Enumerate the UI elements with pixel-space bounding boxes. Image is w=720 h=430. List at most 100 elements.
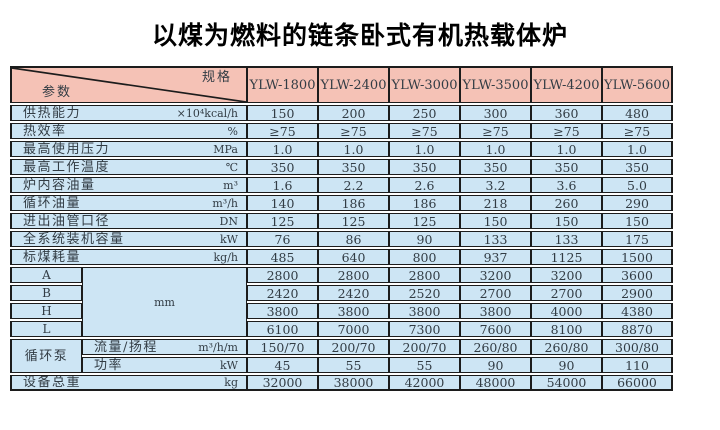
param-unit: kg bbox=[224, 376, 238, 389]
dimension-label: A bbox=[10, 267, 82, 283]
value-cell: 7600 bbox=[460, 321, 531, 337]
param-unit: m³/h bbox=[212, 196, 238, 210]
value-cell: 1.0 bbox=[460, 141, 531, 157]
value-cell: 110 bbox=[602, 357, 673, 373]
value-cell: 2800 bbox=[389, 267, 460, 283]
value-cell: 38000 bbox=[318, 375, 389, 391]
column-header-ylw-5600: YLW-5600 bbox=[602, 66, 673, 103]
param-unit: ℃ bbox=[225, 160, 238, 174]
table-row-total-weight: 设备总重 kg 32000 38000 42000 48000 54000 660… bbox=[10, 375, 673, 391]
row-label-cell: 最高工作温度 ℃ bbox=[10, 159, 247, 175]
param-label: 设备总重 bbox=[23, 375, 82, 390]
value-cell: 1500 bbox=[602, 249, 673, 265]
param-unit: m³ bbox=[223, 178, 238, 192]
value-cell: 1.0 bbox=[318, 141, 389, 157]
value-cell: 640 bbox=[318, 249, 389, 265]
param-unit: kW bbox=[220, 358, 238, 372]
value-cell: 3800 bbox=[389, 303, 460, 319]
value-cell: 42000 bbox=[389, 375, 460, 391]
row-label-cell: 标煤耗量 kg/h bbox=[10, 249, 247, 265]
value-cell: 66000 bbox=[602, 375, 673, 391]
value-cell: 54000 bbox=[531, 375, 602, 391]
value-cell: 4000 bbox=[531, 303, 602, 319]
value-cell: 125 bbox=[389, 213, 460, 229]
value-cell: 86 bbox=[318, 231, 389, 247]
value-cell: 1.0 bbox=[531, 141, 602, 157]
param-label: 功率 bbox=[94, 357, 124, 373]
value-cell: 3200 bbox=[531, 267, 602, 283]
value-cell: 3200 bbox=[460, 267, 531, 283]
row-label-cell: 炉内容油量 m³ bbox=[10, 177, 247, 193]
value-cell: 350 bbox=[531, 159, 602, 175]
header-row: 规格 参数 YLW-1800 YLW-2400 YLW-3000 YLW-350… bbox=[10, 66, 673, 103]
param-unit: MPa bbox=[213, 142, 238, 156]
value-cell: 937 bbox=[460, 249, 531, 265]
value-cell: 150/70 bbox=[247, 339, 318, 355]
param-unit: kg/h bbox=[213, 250, 239, 264]
value-cell: ≥75 bbox=[318, 123, 389, 139]
value-cell: 290 bbox=[602, 195, 673, 211]
param-label: 热效率 bbox=[23, 123, 67, 139]
row-label-cell: 供热能力 ×10⁴kcal/h bbox=[10, 105, 247, 121]
value-cell: 2420 bbox=[318, 285, 389, 301]
value-cell: 7300 bbox=[389, 321, 460, 337]
value-cell: 55 bbox=[389, 357, 460, 373]
value-cell: 3800 bbox=[460, 303, 531, 319]
row-label-cell: 进出油管口径 DN bbox=[10, 213, 247, 229]
value-cell: 2800 bbox=[318, 267, 389, 283]
value-cell: 150 bbox=[460, 213, 531, 229]
value-cell: 350 bbox=[318, 159, 389, 175]
value-cell: 150 bbox=[602, 213, 673, 229]
value-cell: 200/70 bbox=[389, 339, 460, 355]
dimension-label: H bbox=[10, 303, 82, 319]
value-cell: 1.0 bbox=[247, 141, 318, 157]
pump-sub-label-cell: 流量/扬程 m³/h/m bbox=[82, 339, 247, 355]
table-row-max-temperature: 最高工作温度 ℃ 350 350 350 350 350 350 bbox=[10, 159, 673, 175]
dimension-unit-cell: mm bbox=[82, 267, 247, 337]
value-cell: 480 bbox=[602, 105, 673, 121]
table-row-dimension-a: A mm 2800 2800 2800 3200 3200 3600 bbox=[10, 267, 673, 337]
value-cell: 350 bbox=[247, 159, 318, 175]
value-cell: 3.6 bbox=[531, 177, 602, 193]
value-cell: 3.2 bbox=[460, 177, 531, 193]
value-cell: 200 bbox=[318, 105, 389, 121]
value-cell: 186 bbox=[389, 195, 460, 211]
value-cell: ≥75 bbox=[247, 123, 318, 139]
table-row-pump-flow-head: 循环泵 流量/扬程 m³/h/m 150/70 200/70 200/70 260… bbox=[10, 339, 673, 373]
value-cell: 90 bbox=[389, 231, 460, 247]
table-row-dimension-b: B 2420 2420 2520 2700 2700 2900 bbox=[10, 285, 673, 301]
value-cell: 485 bbox=[247, 249, 318, 265]
column-header-ylw-4200: YLW-4200 bbox=[531, 66, 602, 103]
value-cell: ≥75 bbox=[389, 123, 460, 139]
value-cell: 350 bbox=[460, 159, 531, 175]
value-cell: 48000 bbox=[460, 375, 531, 391]
table-row-dimension-h: H 3800 3800 3800 3800 4000 4380 bbox=[10, 303, 673, 319]
param-label: 炉内容油量 bbox=[23, 177, 96, 193]
table-row-installed-capacity: 全系统装机容量 kW 76 86 90 133 133 175 bbox=[10, 231, 673, 247]
column-header-ylw-2400: YLW-2400 bbox=[318, 66, 389, 103]
value-cell: 3800 bbox=[318, 303, 389, 319]
value-cell: 3800 bbox=[247, 303, 318, 319]
value-cell: 1.6 bbox=[247, 177, 318, 193]
corner-header-cell: 规格 参数 bbox=[10, 66, 247, 103]
param-unit: kW bbox=[220, 232, 238, 246]
row-label-cell: 全系统装机容量 kW bbox=[10, 231, 247, 247]
value-cell: 2700 bbox=[531, 285, 602, 301]
value-cell: 4380 bbox=[602, 303, 673, 319]
table-row-dimension-l: L 6100 7000 7300 7600 8100 8870 bbox=[10, 321, 673, 337]
value-cell: 150 bbox=[531, 213, 602, 229]
value-cell: 2800 bbox=[247, 267, 318, 283]
value-cell: 2.2 bbox=[318, 177, 389, 193]
value-cell: 140 bbox=[247, 195, 318, 211]
diagonal-divider-line bbox=[12, 68, 246, 102]
column-header-ylw-3000: YLW-3000 bbox=[389, 66, 460, 103]
value-cell: 32000 bbox=[247, 375, 318, 391]
value-cell: 133 bbox=[460, 231, 531, 247]
value-cell: 133 bbox=[531, 231, 602, 247]
table-row-heat-capacity: 供热能力 ×10⁴kcal/h 150 200 250 300 360 480 bbox=[10, 105, 673, 121]
value-cell: 55 bbox=[318, 357, 389, 373]
value-cell: ≥75 bbox=[460, 123, 531, 139]
corner-spec-label: 规格 bbox=[201, 70, 232, 85]
value-cell: 200/70 bbox=[318, 339, 389, 355]
